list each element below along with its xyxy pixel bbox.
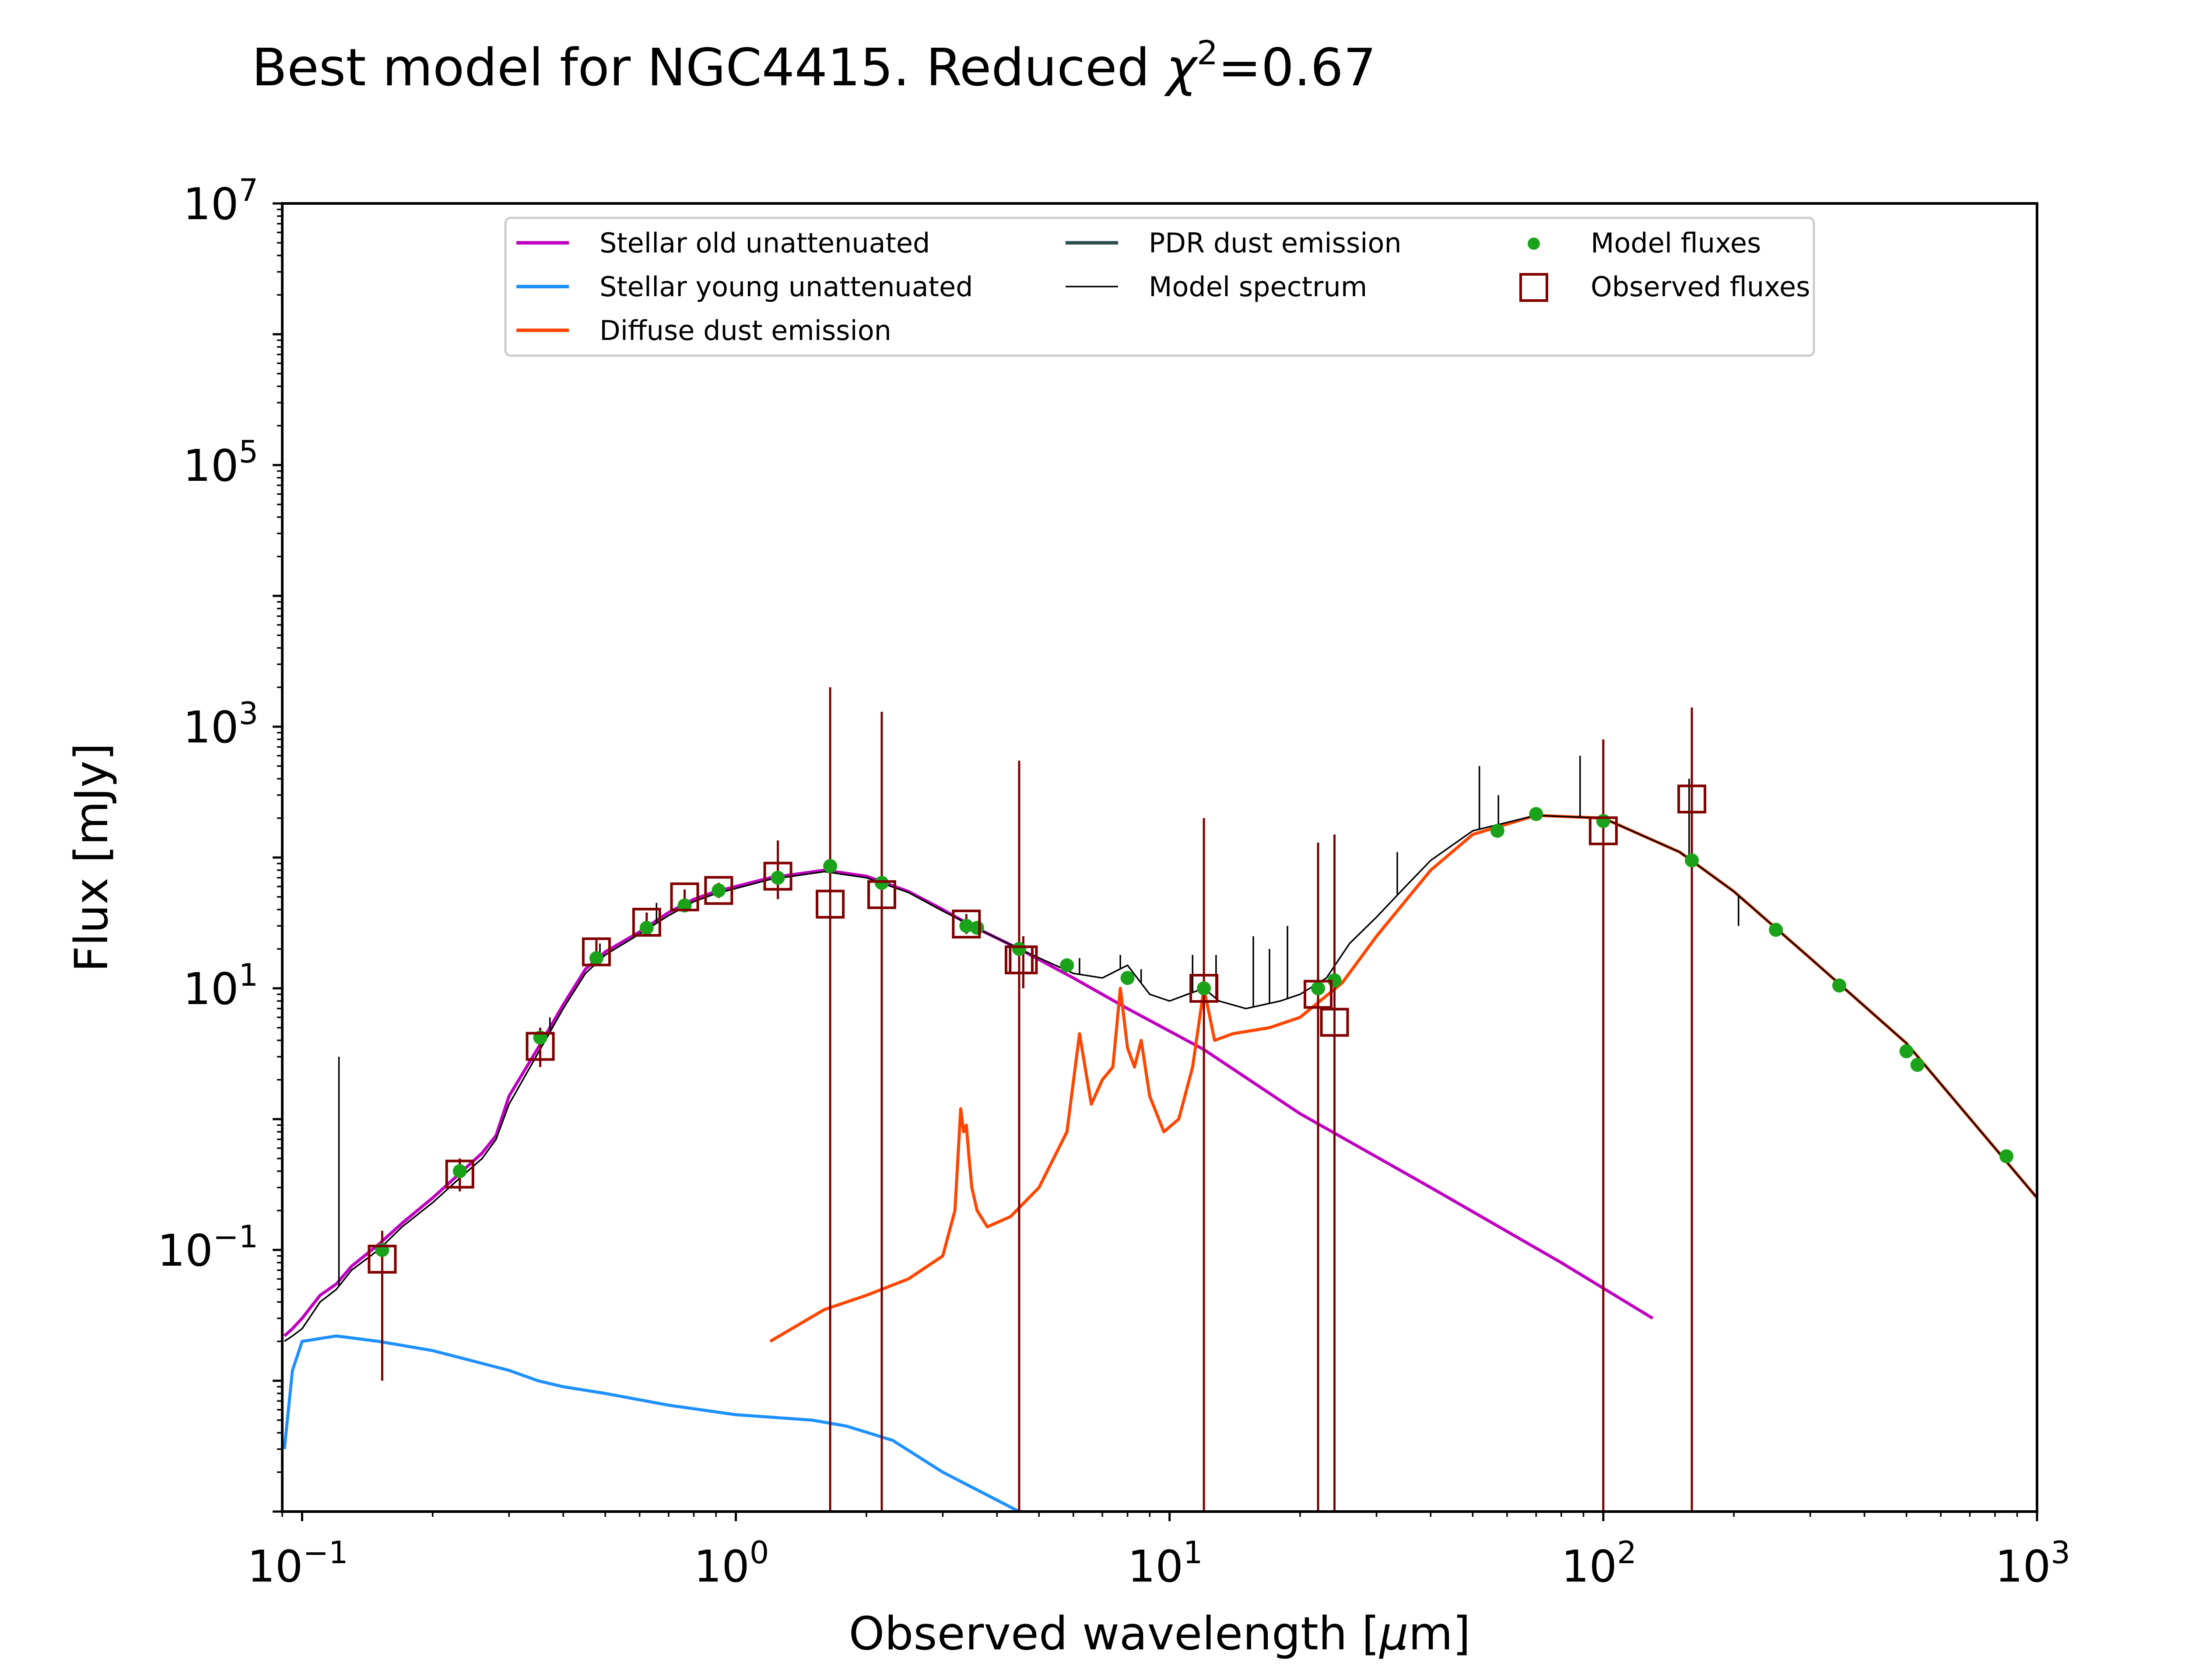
observed-flux-point <box>867 880 897 909</box>
x-tick-label: 10−1 <box>247 1535 348 1592</box>
series-line-model-spectrum <box>284 814 2037 1342</box>
model-flux-point <box>1120 971 1135 985</box>
model-flux-point <box>823 859 838 873</box>
legend-label: Diffuse dust emission <box>600 315 891 346</box>
legend-item-observed-fluxes: Observed fluxes <box>1519 271 1810 303</box>
model-flux-point <box>1832 978 1847 993</box>
y-tick-label: 107 <box>183 172 258 230</box>
y-axis-label: Flux [mJy] <box>65 743 118 972</box>
legend-label: Model fluxes <box>1591 227 1761 259</box>
observed-flux-point <box>704 876 733 905</box>
legend-label: Stellar young unattenuated <box>600 271 973 303</box>
model-flux-point <box>1311 981 1325 995</box>
model-flux-point <box>1769 923 1783 937</box>
tick-layer: 10−1 100 101 102 103 10−1 101 103 105 107 <box>158 172 2070 1592</box>
model-flux-point <box>875 875 889 890</box>
legend-item-model-fluxes: Model fluxes <box>1528 227 1761 259</box>
legend-box <box>504 217 1815 357</box>
model-flux-point <box>959 919 974 933</box>
x-axis-label: Observed wavelength [μm] <box>849 1607 1471 1660</box>
legend-label: Observed fluxes <box>1591 271 1810 303</box>
model-flux-point <box>1999 1149 2014 1163</box>
model-flux-point <box>1012 942 1026 956</box>
observed-flux-point <box>1320 1008 1349 1037</box>
legend-item-model-spectrum: Model spectrum <box>1066 271 1367 303</box>
legend-item-pdr-dust-emission: PDR dust emission <box>1066 227 1402 259</box>
observed-flux-point <box>1677 784 1707 814</box>
x-tick-label: 101 <box>1128 1535 1203 1592</box>
chart-title-chi: χ <box>1164 37 1199 98</box>
observed-flux-point <box>445 1159 474 1189</box>
y-tick-label: 103 <box>183 696 258 753</box>
observed-flux-point <box>670 882 699 912</box>
series-line-diffuse-dust-emission <box>769 814 2037 1343</box>
x-axis-label-mu: μ <box>1378 1607 1408 1660</box>
chart-title-exp: 2 <box>1197 33 1218 72</box>
observed-flux-point <box>1588 816 1618 845</box>
x-axis-label-main: Observed wavelength [ <box>849 1607 1380 1660</box>
plot-area <box>283 687 2037 1512</box>
observed-flux-point <box>526 1032 555 1061</box>
observed-flux-point <box>763 861 792 891</box>
legend-item-stellar-old-unattenuated: Stellar old unattenuated <box>516 227 930 259</box>
model-flux-point <box>1899 1044 1914 1058</box>
observed-flux-point <box>582 937 611 966</box>
model-flux-point <box>639 920 654 935</box>
legend-swatch <box>1519 273 1548 302</box>
series-line-stellar-old-unattenuated <box>283 868 1654 1337</box>
x-axis-label-end: m] <box>1409 1607 1471 1660</box>
legend-label: PDR dust emission <box>1149 227 1402 259</box>
model-flux-point <box>970 920 984 935</box>
model-flux-point <box>1529 807 1543 821</box>
model-flux-point <box>589 951 603 966</box>
chart-title-val: =0.67 <box>1218 37 1376 98</box>
series-layer <box>283 756 2037 1512</box>
model-flux-point <box>1910 1057 1925 1072</box>
x-tick-label: 103 <box>1995 1535 2070 1592</box>
model-flux-point <box>452 1164 467 1178</box>
legend-label: Model spectrum <box>1149 271 1367 303</box>
model-flux-point <box>771 871 785 885</box>
model-flux-point <box>1060 958 1074 973</box>
legend: Stellar old unattenuated Stellar young un… <box>504 217 1815 357</box>
y-tick-label: 10−1 <box>158 1219 258 1276</box>
x-tick-label: 100 <box>694 1535 769 1592</box>
legend-swatch <box>1528 238 1540 250</box>
legend-item-stellar-young-unattenuated: Stellar young unattenuated <box>516 271 973 303</box>
chart-title-main: Best model for NGC4415. Reduced <box>252 37 1166 98</box>
y-tick-label: 101 <box>183 957 258 1015</box>
observed-flux-point <box>1009 945 1038 974</box>
legend-item-diffuse-dust-emission: Diffuse dust emission <box>516 315 891 346</box>
observed-flux-point <box>368 1245 397 1274</box>
observed-flux-point <box>816 889 845 919</box>
observed-flux-point <box>1189 974 1219 1003</box>
observed-flux-point <box>1304 980 1333 1009</box>
x-tick-label: 102 <box>1561 1535 1637 1592</box>
model-flux-point <box>1685 853 1699 868</box>
axes-frame <box>281 202 2038 1513</box>
marker-layer <box>368 687 2014 1512</box>
chart-title: Best model for NGC4415. Reduced χ2=0.67 <box>252 33 1376 98</box>
legend-label: Stellar old unattenuated <box>600 227 930 259</box>
y-tick-label: 105 <box>183 434 258 491</box>
observed-flux-point <box>632 907 661 937</box>
observed-flux-point <box>952 910 981 939</box>
model-flux-point <box>1596 814 1610 828</box>
model-flux-point <box>1490 823 1504 838</box>
model-flux-point <box>712 883 726 898</box>
series-line-stellar-young-unattenuated <box>283 1334 1020 1512</box>
model-flux-point <box>1197 981 1211 995</box>
